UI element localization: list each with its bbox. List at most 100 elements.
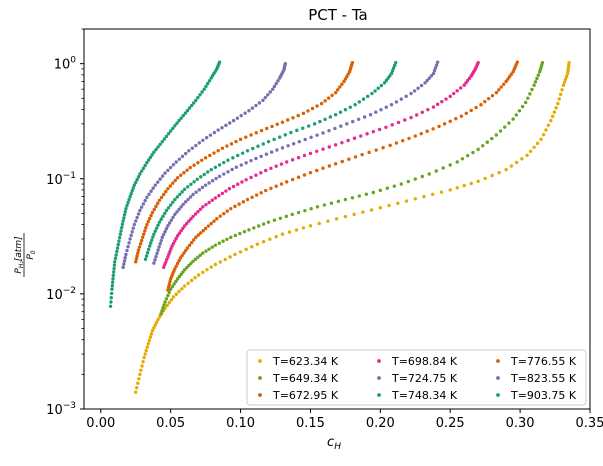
data-point (185, 221, 189, 226)
data-point (274, 184, 278, 188)
data-point (556, 101, 560, 106)
data-point (303, 208, 307, 213)
data-point (135, 215, 139, 220)
data-point (158, 177, 162, 181)
data-point (497, 88, 501, 92)
data-point (374, 148, 378, 152)
data-point (115, 249, 119, 254)
series-4 (161, 60, 480, 270)
data-point (315, 205, 320, 209)
data-point (233, 233, 238, 238)
y-label-num-main: P (14, 268, 24, 274)
data-point (409, 91, 413, 96)
data-point (190, 146, 195, 150)
data-point (455, 160, 459, 164)
data-point (419, 83, 424, 88)
data-point (189, 278, 194, 283)
data-point (280, 232, 285, 236)
data-point (166, 168, 170, 173)
data-point (150, 238, 154, 242)
data-point (210, 198, 214, 202)
data-point (525, 153, 529, 157)
data-point (120, 222, 125, 226)
data-point (150, 328, 155, 333)
data-point (236, 153, 240, 158)
legend-label: T=748.34 K (391, 389, 458, 402)
data-point (550, 114, 555, 119)
data-point (465, 153, 470, 158)
data-point (360, 152, 364, 157)
data-point (206, 224, 211, 228)
data-point (250, 106, 255, 110)
data-point (192, 101, 196, 105)
data-point (163, 229, 167, 234)
data-point (338, 85, 342, 89)
data-point (144, 348, 148, 353)
data-point (166, 255, 170, 259)
data-point (152, 232, 156, 236)
data-point (370, 91, 374, 96)
data-point (347, 157, 351, 161)
data-point (156, 180, 160, 184)
data-point (379, 108, 383, 112)
y-tick-label: 10−2 (46, 286, 76, 303)
legend-label: T=672.95 K (272, 389, 339, 402)
data-point (323, 99, 327, 103)
data-point (166, 186, 170, 191)
data-point (136, 212, 141, 216)
data-point (244, 161, 248, 165)
data-point (177, 157, 182, 161)
legend-label: T=649.34 K (272, 372, 339, 385)
data-point (272, 218, 277, 222)
data-point (202, 172, 206, 177)
series-3 (166, 60, 520, 292)
data-point (207, 181, 211, 185)
data-point (392, 63, 397, 68)
data-point (166, 293, 170, 298)
data-point (535, 76, 539, 81)
data-point (215, 216, 219, 221)
data-point (191, 192, 195, 197)
data-point (385, 186, 390, 190)
data-point (440, 99, 444, 104)
data-point (220, 191, 225, 196)
legend-marker (496, 376, 500, 380)
data-point (238, 137, 243, 142)
data-point (269, 186, 273, 191)
data-point (532, 145, 536, 150)
data-point (194, 98, 198, 103)
data-point (507, 74, 512, 79)
data-point (310, 106, 315, 111)
data-point (132, 183, 137, 187)
data-point (158, 142, 162, 147)
data-point (201, 251, 205, 255)
data-point (148, 244, 152, 248)
data-point (448, 119, 452, 123)
data-point (434, 63, 439, 67)
data-point (565, 71, 570, 76)
data-point (177, 259, 181, 263)
data-point (162, 303, 166, 307)
data-point (244, 135, 248, 139)
data-point (168, 184, 173, 188)
data-point (231, 156, 235, 160)
data-point (151, 186, 155, 190)
data-point (301, 111, 306, 116)
data-point (131, 226, 135, 230)
data-point (139, 205, 144, 209)
data-point (196, 255, 200, 259)
data-point (389, 103, 394, 107)
data-point (216, 148, 220, 153)
data-point (302, 153, 307, 158)
data-point (340, 82, 344, 86)
data-point (180, 154, 185, 159)
data-point (425, 129, 429, 133)
data-point (432, 69, 437, 73)
data-point (168, 279, 172, 284)
data-point (138, 172, 142, 176)
data-point (407, 136, 411, 141)
data-point (203, 226, 208, 231)
data-point (186, 185, 190, 189)
legend-label: T=823.55 K (510, 372, 577, 385)
data-point (137, 377, 141, 381)
